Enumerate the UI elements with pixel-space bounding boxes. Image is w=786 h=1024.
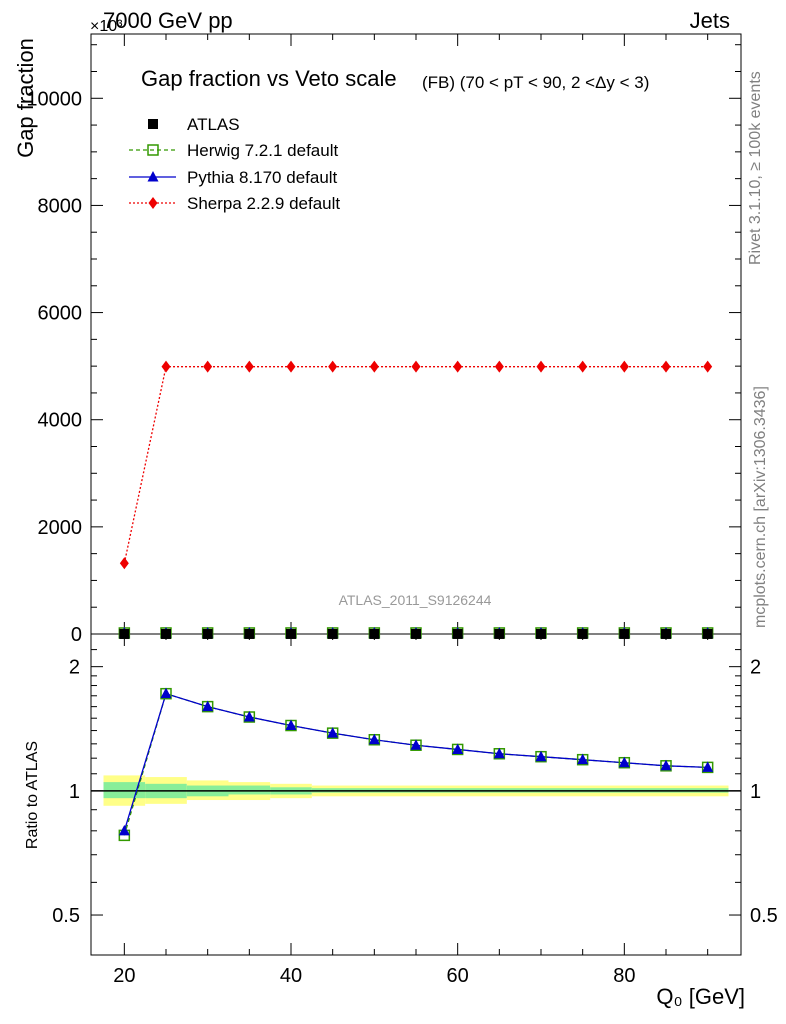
atlas-point: [536, 628, 546, 639]
ratio-y-tick-label: 1: [69, 781, 80, 803]
legend-entry-label: Sherpa 2.2.9 default: [187, 194, 340, 213]
x-tick-label: 40: [280, 965, 302, 987]
atlas-point: [661, 628, 671, 639]
atlas-point: [577, 628, 588, 639]
atlas-point: [119, 628, 130, 639]
pythia-ratio-point: [285, 719, 297, 731]
atlas-point: [202, 628, 213, 639]
pythia-ratio-point: [160, 687, 172, 699]
y-exponent: ×10³: [90, 18, 123, 35]
sherpa-point: [619, 360, 629, 373]
legend-sherpa-marker: [148, 197, 158, 209]
sherpa-point: [411, 360, 421, 373]
atlas-point: [411, 628, 421, 639]
header-right: Jets: [690, 8, 730, 33]
pythia-ratio-point: [660, 759, 672, 771]
atlas-point: [702, 628, 713, 639]
ratio-y-tick-label-right: 2: [750, 657, 761, 679]
legend-atlas-marker: [148, 119, 158, 129]
main-y-label: Gap fraction: [13, 38, 38, 158]
atlas-point: [369, 628, 380, 639]
legend-entry-label: Herwig 7.2.1 default: [187, 141, 338, 160]
pythia-ratio-point: [118, 824, 130, 836]
pythia-ratio-line: [123, 692, 708, 832]
sherpa-point: [161, 360, 171, 373]
sherpa-point: [369, 360, 379, 373]
sherpa-point: [661, 360, 671, 373]
atlas-point: [619, 628, 630, 639]
sherpa-point: [578, 360, 588, 373]
main-y-tick-label: 4000: [38, 410, 83, 432]
rivet-label: Rivet 3.1.10, ≥ 100k events: [747, 71, 764, 265]
x-tick-label: 20: [113, 965, 135, 987]
sherpa-point: [703, 360, 713, 373]
tick-labels: 20 40 60 80 0 2000 4000 6000 8000 10000 0.5 0.5 1 1 2 2: [26, 88, 777, 987]
herwig-ratio-line: [123, 692, 708, 836]
main-y-tick-label: 0: [71, 624, 82, 646]
ratio-y-tick-label: 2: [69, 657, 80, 679]
sherpa-point: [494, 360, 504, 373]
pythia-ratio-point: [493, 747, 505, 759]
header-left: 7000 GeV pp: [103, 8, 233, 33]
sherpa-point: [328, 360, 338, 373]
main-y-tick-label: 2000: [38, 517, 83, 539]
chart-title: Gap fraction vs Veto scale: [141, 66, 397, 91]
pythia-ratio-point: [452, 743, 464, 754]
legend: ATLAS Herwig 7.2.1 default Pythia 8.170 de…: [129, 115, 340, 213]
legend-herwig-marker: [147, 144, 159, 156]
sherpa-point: [119, 557, 129, 570]
sherpa-point: [453, 360, 463, 373]
legend-entry-label: Pythia 8.170 default: [187, 168, 338, 187]
ratio-y-tick-label: 0.5: [52, 905, 80, 927]
sherpa-point: [203, 360, 213, 373]
pythia-ratio-point: [368, 733, 380, 745]
x-axis-label: Q₀ [GeV]: [656, 984, 745, 1009]
chart-subtitle: (FB) (70 < pT < 90, 2 <Δy < 3): [422, 73, 649, 92]
main-y-tick-label: 10000: [26, 88, 82, 110]
sherpa-point: [286, 360, 296, 373]
x-tick-label: 80: [613, 965, 635, 987]
sherpa-point: [244, 360, 254, 373]
ratio-y-tick-label-right: 0.5: [750, 905, 778, 927]
atlas-point: [244, 628, 255, 639]
pythia-ratio-point: [327, 727, 339, 738]
pythia-ratio-point: [202, 700, 214, 712]
atlas-point: [327, 628, 338, 639]
pythia-ratio-point: [535, 750, 547, 762]
band-inner-3: [228, 785, 271, 795]
legend-entry-label: ATLAS: [187, 115, 240, 134]
atlas-point: [286, 628, 296, 639]
ratio-uncertainty-bands: [91, 775, 741, 806]
atlas-point: [452, 628, 463, 639]
legend-pythia-marker: [147, 171, 159, 182]
atlas-point: [161, 628, 171, 639]
main-y-tick-label: 6000: [38, 303, 83, 325]
atlas-point: [494, 628, 505, 639]
pythia-ratio-point: [410, 739, 422, 750]
analysis-watermark: ATLAS_2011_S9126244: [339, 592, 492, 608]
sherpa-line: [123, 366, 708, 564]
x-tick-label: 60: [447, 965, 469, 987]
pythia-ratio-point: [577, 753, 589, 765]
pythia-ratio-point: [702, 761, 714, 772]
sherpa-point: [536, 360, 546, 373]
ratio-y-tick-label-right: 1: [750, 781, 761, 803]
ratio-y-label: Ratio to ATLAS: [24, 741, 41, 849]
pythia-ratio-point: [618, 756, 630, 768]
pythia-ratio-point: [243, 711, 255, 722]
mcplots-label: mcplots.cern.ch [arXiv:1306.3436]: [752, 386, 769, 628]
main-y-tick-label: 8000: [38, 195, 83, 217]
data-series: [118, 360, 714, 842]
